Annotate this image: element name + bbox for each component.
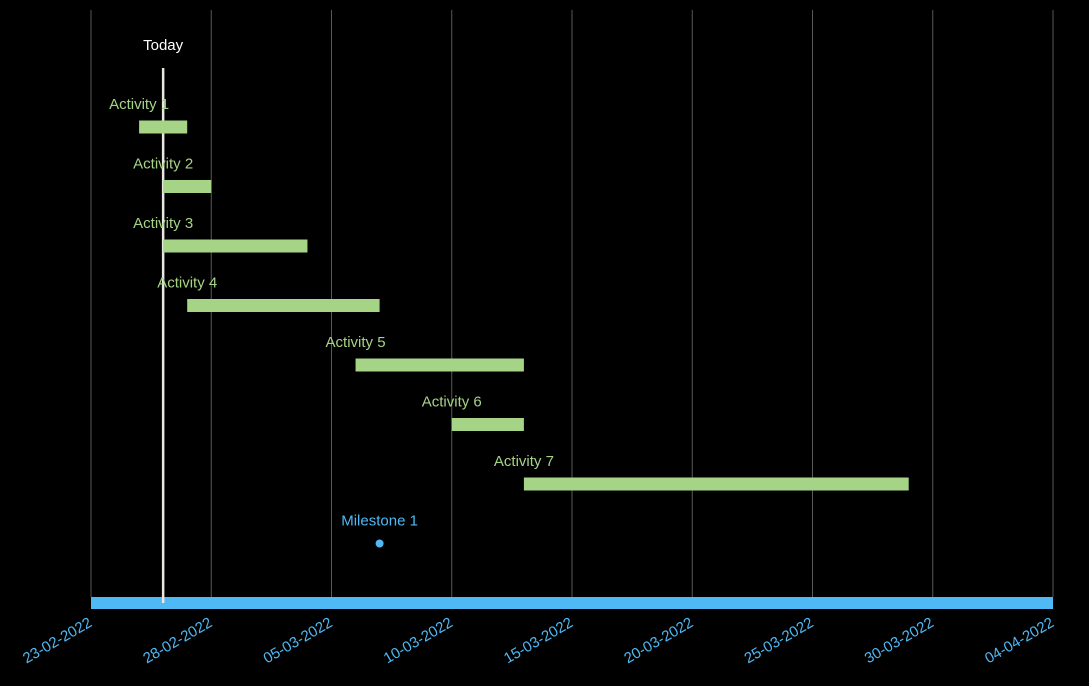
task-label: Activity 6 bbox=[422, 393, 482, 410]
x-tick-label: 05-03-2022 bbox=[261, 614, 336, 667]
axis-band bbox=[91, 597, 1053, 609]
task-label: Activity 7 bbox=[494, 453, 554, 470]
x-tick-label: 28-02-2022 bbox=[140, 614, 215, 667]
task-label: Activity 2 bbox=[133, 155, 193, 172]
task-bar bbox=[355, 358, 524, 372]
task-bar bbox=[139, 120, 188, 134]
task-bar bbox=[163, 180, 212, 193]
task-label: Activity 3 bbox=[133, 215, 193, 232]
task-bar bbox=[523, 477, 909, 491]
x-tick-label: 10-03-2022 bbox=[381, 614, 456, 667]
milestone-marker bbox=[375, 539, 384, 548]
x-tick-label: 15-03-2022 bbox=[501, 614, 576, 667]
task-label: Activity 5 bbox=[326, 334, 386, 351]
x-tick-label: 23-02-2022 bbox=[20, 614, 95, 667]
task-label: Activity 4 bbox=[157, 274, 217, 291]
x-tick-label: 20-03-2022 bbox=[621, 614, 696, 667]
x-tick-label: 04-04-2022 bbox=[982, 614, 1057, 667]
task-bar bbox=[451, 418, 524, 431]
task-bar bbox=[187, 299, 380, 312]
x-tick-label: 25-03-2022 bbox=[742, 614, 817, 667]
today-label: Today bbox=[143, 37, 184, 54]
x-tick-label: 30-03-2022 bbox=[862, 614, 937, 667]
task-bar bbox=[163, 239, 308, 253]
milestone-label: Milestone 1 bbox=[341, 512, 418, 529]
task-label: Activity 1 bbox=[109, 96, 169, 113]
